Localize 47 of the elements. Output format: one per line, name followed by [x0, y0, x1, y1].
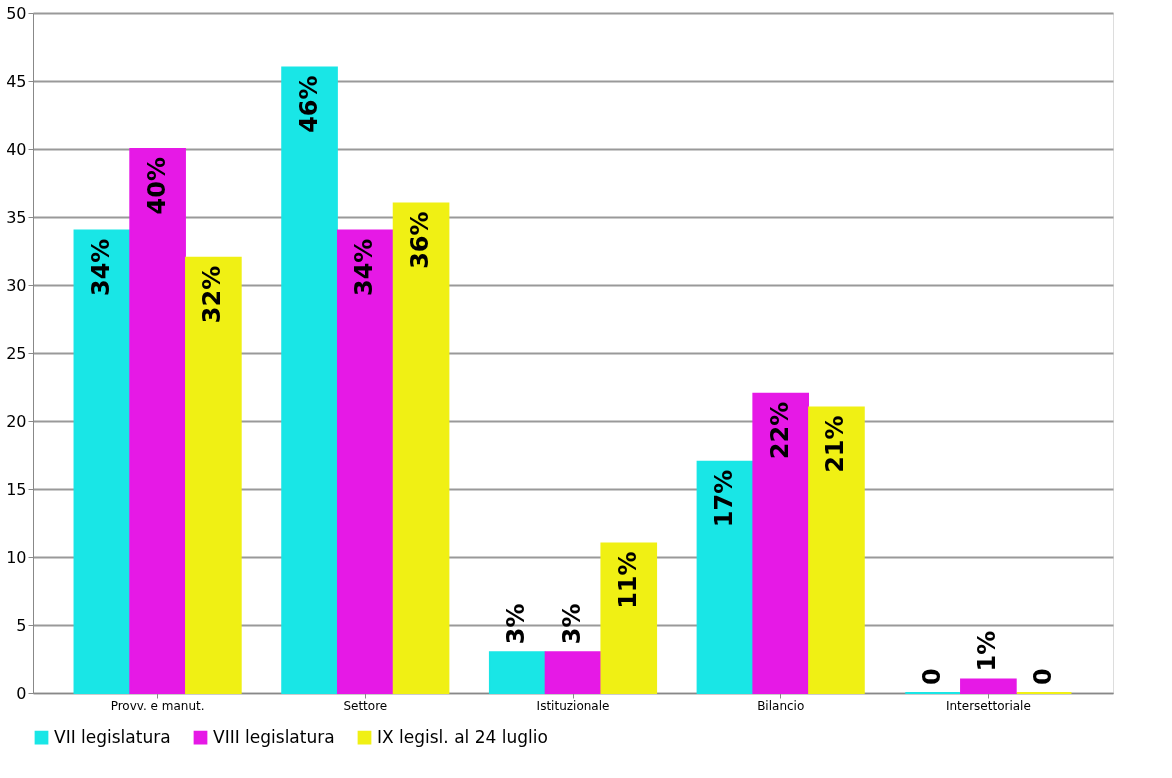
- y-tick-label: 50: [6, 3, 27, 23]
- data-label: 32%: [198, 265, 227, 324]
- x-tick-label: Istituzionale: [536, 698, 610, 713]
- bar: [488, 651, 546, 694]
- x-tick-label: Settore: [343, 698, 388, 713]
- y-tick-label: 15: [6, 479, 27, 499]
- bar: [600, 542, 658, 694]
- data-label: 36%: [406, 211, 435, 269]
- bar: [73, 229, 131, 694]
- bar: [696, 460, 754, 694]
- data-label: 0: [917, 668, 946, 685]
- bar: [185, 256, 242, 694]
- data-label: 34%: [350, 238, 379, 297]
- y-tick-label: 45: [6, 71, 27, 91]
- data-label: 3%: [502, 603, 531, 645]
- y-tick-label: 25: [6, 343, 27, 363]
- bar: [281, 66, 338, 694]
- data-label: 3%: [558, 603, 586, 645]
- legend-label: IX legisl. al 24 luglio: [377, 726, 548, 747]
- y-tick-label: 10: [6, 547, 27, 567]
- x-tick-label: Provv. e manut.: [110, 698, 205, 713]
- x-tick-label: Bilancio: [757, 698, 805, 713]
- data-label: 34%: [86, 238, 115, 297]
- bar: [336, 229, 394, 694]
- y-tick-label: 30: [6, 275, 27, 295]
- y-tick-label: 35: [6, 207, 27, 227]
- data-label: 1%: [973, 630, 1002, 672]
- bar: [129, 148, 186, 694]
- data-label: 17%: [709, 469, 738, 528]
- x-tick-label: Intersettoriale: [945, 698, 1031, 713]
- legend-label: VII legislatura: [54, 726, 171, 747]
- data-label: 46%: [294, 75, 323, 133]
- bar: [752, 392, 810, 694]
- bar: [960, 678, 1017, 694]
- bar: [392, 202, 450, 694]
- legend-label: VIII legislatura: [213, 726, 335, 747]
- y-tick-label: 5: [16, 615, 27, 635]
- data-label: 0: [1029, 668, 1058, 685]
- y-tick-label: 20: [6, 411, 27, 431]
- bar: [808, 406, 865, 694]
- bar: [544, 651, 602, 694]
- data-label: 22%: [765, 401, 794, 460]
- data-label: 40%: [142, 157, 171, 215]
- y-tick-label: 40: [6, 139, 27, 159]
- y-tick-label: 0: [16, 683, 27, 703]
- data-label: 21%: [821, 415, 850, 473]
- data-label: 11%: [613, 551, 642, 609]
